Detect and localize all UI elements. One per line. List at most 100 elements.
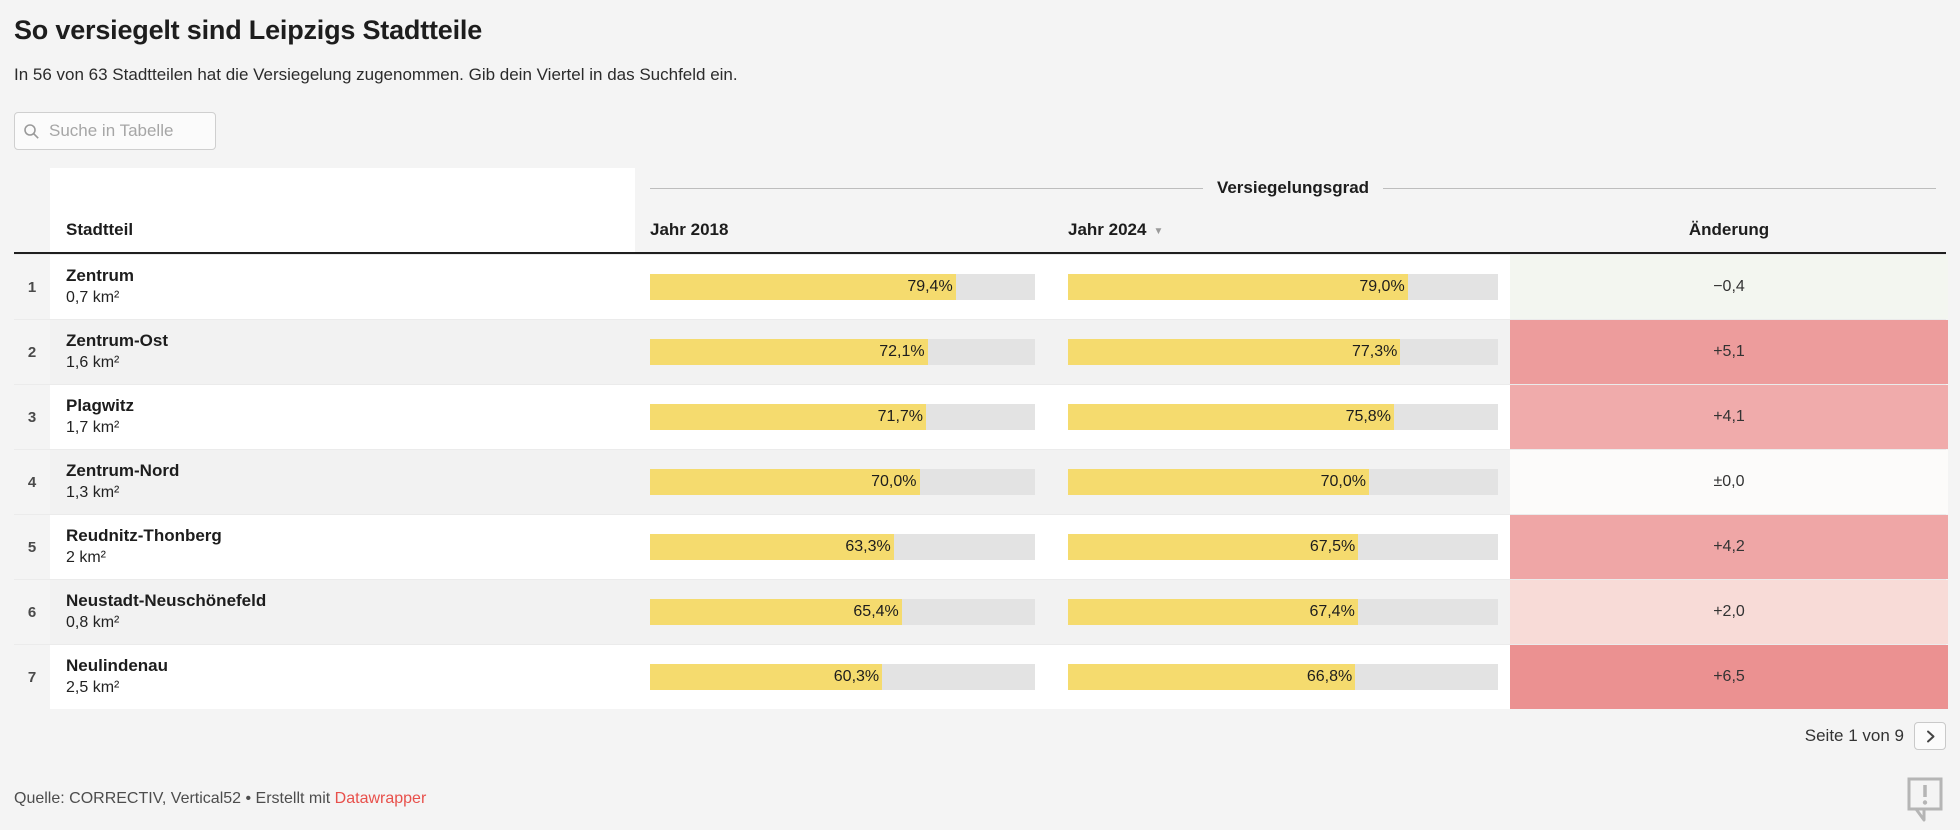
bar-cell-2018: 71,7% xyxy=(635,385,1051,449)
bar-cell-2024: 67,4% xyxy=(1051,580,1510,644)
bar-2024-value: 66,8% xyxy=(1306,668,1353,685)
chevron-right-icon xyxy=(1926,730,1934,742)
bar-track: 67,4% xyxy=(1068,599,1498,625)
district-name: Zentrum-Nord xyxy=(66,461,180,480)
group-header-rule-right xyxy=(1383,187,1936,189)
column-header-stadtteil[interactable]: Stadtteil xyxy=(50,208,635,252)
bar-cell-2024: 77,3% xyxy=(1051,320,1510,384)
bar-cell-2018: 79,4% xyxy=(635,255,1051,319)
column-header-jahr-2018[interactable]: Jahr 2018 xyxy=(650,220,729,239)
bar-2024-value: 79,0% xyxy=(1359,278,1405,295)
bar-cell-2024: 79,0% xyxy=(1051,255,1510,319)
group-header-rule-left xyxy=(650,187,1203,189)
district-name: Zentrum-Ost xyxy=(66,331,168,350)
search-box[interactable] xyxy=(14,112,216,150)
district-name: Reudnitz-Thonberg xyxy=(66,526,222,545)
table-row: 5 Reudnitz-Thonberg 2 km² 63,3% 67,5% xyxy=(14,514,1948,579)
row-rank: 6 xyxy=(27,603,37,621)
bar-track: 60,3% xyxy=(650,664,1035,690)
bar-2018-value: 79,4% xyxy=(907,278,953,295)
bar-2024-value: 67,4% xyxy=(1309,603,1355,620)
bar-2024: 70,0% xyxy=(1068,469,1369,495)
bar-2018: 65,4% xyxy=(650,599,902,625)
bar-2024: 79,0% xyxy=(1068,274,1408,300)
bar-2018-value: 63,3% xyxy=(845,538,891,555)
name-column-spacer xyxy=(50,168,635,208)
column-header-aenderung[interactable]: Änderung xyxy=(1688,220,1770,239)
next-page-button[interactable] xyxy=(1914,722,1946,750)
bar-2018: 63,3% xyxy=(650,534,894,560)
rank-column-header xyxy=(14,208,50,252)
bar-2024: 77,3% xyxy=(1068,339,1401,365)
table-row: 7 Neulindenau 2,5 km² 60,3% 66,8% xyxy=(14,644,1948,709)
row-rank: 1 xyxy=(27,278,37,296)
change-cell: +2,0 xyxy=(1510,580,1948,644)
row-rank: 7 xyxy=(27,668,37,686)
table-row: 1 Zentrum 0,7 km² 79,4% 79,0% −0 xyxy=(14,254,1948,319)
row-rank: 4 xyxy=(27,473,37,491)
column-header-jahr-2024-label: Jahr 2024 xyxy=(1068,220,1147,239)
bar-cell-2018: 63,3% xyxy=(635,515,1051,579)
bar-2024: 67,5% xyxy=(1068,534,1359,560)
bar-track: 66,8% xyxy=(1068,664,1498,690)
bar-2018: 71,7% xyxy=(650,404,927,430)
bar-2018-value: 70,0% xyxy=(871,473,917,490)
change-cell: −0,4 xyxy=(1510,255,1948,319)
district-cell: Zentrum-Nord 1,3 km² xyxy=(50,450,635,514)
bar-cell-2024: 70,0% xyxy=(1051,450,1510,514)
gutter-spacer xyxy=(14,168,50,208)
bar-2018: 70,0% xyxy=(650,469,920,495)
district-area: 2 km² xyxy=(66,549,106,566)
data-table: Versiegelungsgrad Stadtteil Jahr 2018 Ja… xyxy=(14,168,1948,709)
district-area: 1,6 km² xyxy=(66,354,120,371)
bar-2024-value: 77,3% xyxy=(1352,343,1398,360)
bar-cell-2024: 75,8% xyxy=(1051,385,1510,449)
bar-2024: 67,4% xyxy=(1068,599,1358,625)
bar-track: 63,3% xyxy=(650,534,1035,560)
bar-2018-value: 65,4% xyxy=(853,603,899,620)
change-cell: +6,5 xyxy=(1510,645,1948,709)
page-subtitle: In 56 von 63 Stadtteilen hat die Versieg… xyxy=(14,65,738,84)
bar-cell-2018: 65,4% xyxy=(635,580,1051,644)
bar-2018: 72,1% xyxy=(650,339,928,365)
change-cell: +4,2 xyxy=(1510,515,1948,579)
bar-track: 70,0% xyxy=(650,469,1035,495)
group-header-label: Versiegelungsgrad xyxy=(1216,178,1370,197)
bar-track: 67,5% xyxy=(1068,534,1498,560)
table-row: 2 Zentrum-Ost 1,6 km² 72,1% 77,3% xyxy=(14,319,1948,384)
source-line: Quelle: CORRECTIV, Vertical52 • Erstellt… xyxy=(14,790,1946,808)
column-header-jahr-2024[interactable]: Jahr 2024 ▼ xyxy=(1051,208,1510,252)
table-row: 4 Zentrum-Nord 1,3 km² 70,0% 70,0% xyxy=(14,449,1948,514)
district-area: 2,5 km² xyxy=(66,679,120,696)
search-input[interactable] xyxy=(47,120,207,142)
bar-cell-2018: 60,3% xyxy=(635,645,1051,709)
bar-2018: 60,3% xyxy=(650,664,883,690)
feedback-bubble-icon[interactable] xyxy=(1906,776,1944,822)
search-icon xyxy=(24,123,39,139)
bar-2018-value: 71,7% xyxy=(877,408,924,425)
bar-track: 77,3% xyxy=(1068,339,1498,365)
table-group-header-row: Versiegelungsgrad xyxy=(14,168,1946,208)
bar-cell-2018: 70,0% xyxy=(635,450,1051,514)
district-area: 0,7 km² xyxy=(66,289,120,306)
change-cell: ±0,0 xyxy=(1510,450,1948,514)
district-name: Neustadt-Neuschönefeld xyxy=(66,591,267,610)
bar-2024-value: 75,8% xyxy=(1345,408,1391,425)
bar-track: 65,4% xyxy=(650,599,1035,625)
change-cell: +5,1 xyxy=(1510,320,1948,384)
bar-track: 79,0% xyxy=(1068,274,1498,300)
datawrapper-link[interactable]: Datawrapper xyxy=(334,790,427,807)
bar-track: 75,8% xyxy=(1068,404,1498,430)
district-name: Zentrum xyxy=(66,266,134,285)
row-rank: 5 xyxy=(27,538,37,556)
group-header-span: Versiegelungsgrad xyxy=(635,168,1948,208)
bar-track: 79,4% xyxy=(650,274,1035,300)
bar-2024-value: 70,0% xyxy=(1320,473,1366,490)
district-cell: Neulindenau 2,5 km² xyxy=(50,645,635,709)
row-rank: 2 xyxy=(27,343,37,361)
bar-2018-value: 60,3% xyxy=(833,668,880,685)
district-name: Neulindenau xyxy=(66,656,169,675)
bar-track: 71,7% xyxy=(650,404,1035,430)
bar-cell-2024: 66,8% xyxy=(1051,645,1510,709)
sort-descending-icon: ▼ xyxy=(1153,225,1164,237)
